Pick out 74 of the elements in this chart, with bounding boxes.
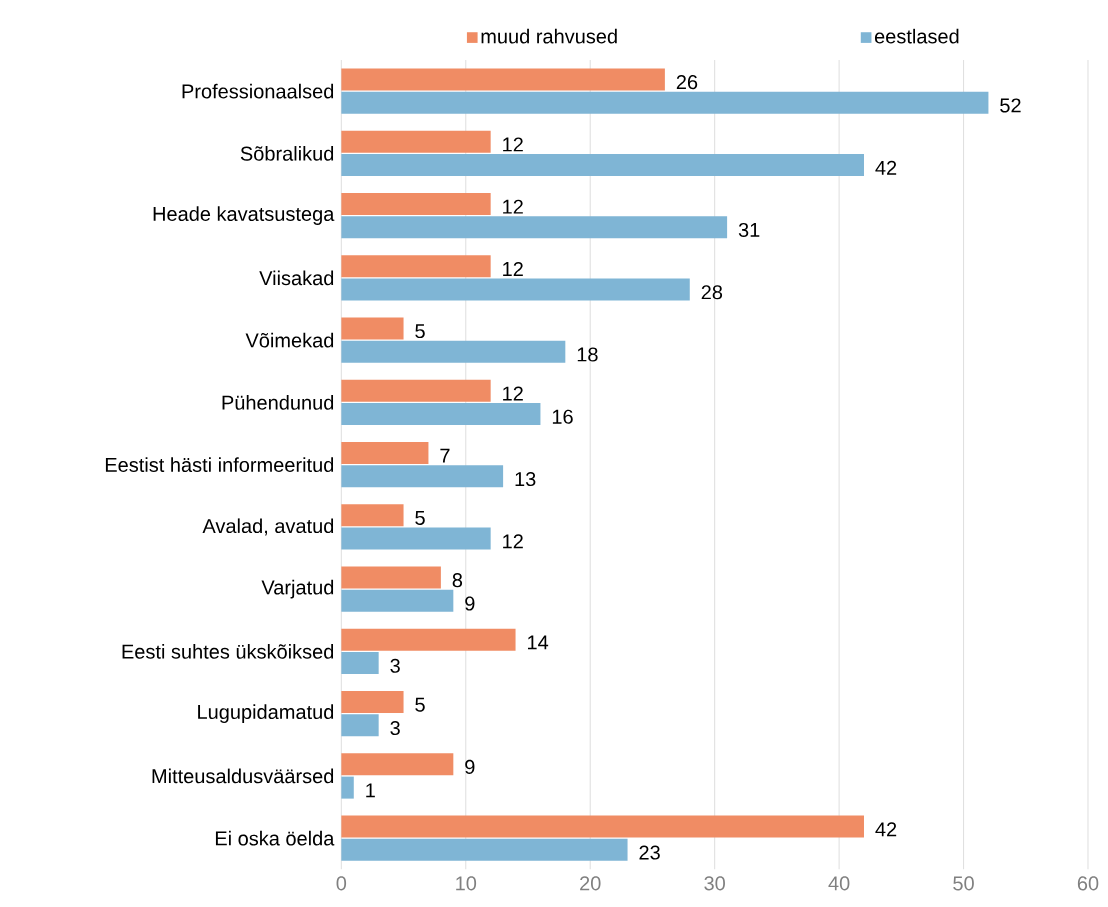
legend-label: muud rahvused: [481, 28, 617, 44]
bar: [341, 815, 864, 838]
y-tick-label: Varjatud: [261, 580, 334, 599]
bar: [341, 776, 354, 799]
y-tick-label: Ei oska öelda: [215, 831, 335, 846]
bar: [341, 442, 429, 465]
data-label: 13: [515, 472, 536, 487]
bar: [341, 193, 491, 216]
bar: [341, 465, 504, 488]
bar: [341, 527, 491, 550]
data-label: 18: [577, 347, 598, 362]
x-tick-label: 40: [828, 876, 850, 891]
bar: [341, 590, 454, 613]
data-label: 9: [465, 760, 475, 775]
data-label: 12: [503, 199, 523, 214]
y-tick-label: Viisakad: [259, 270, 334, 286]
bar: [341, 652, 379, 675]
y-tick-label: Heade kavatsustega: [153, 206, 335, 226]
data-label: 5: [415, 324, 425, 339]
data-label: 5: [415, 511, 425, 526]
data-label: 16: [552, 409, 573, 424]
data-label: 12: [503, 534, 523, 549]
y-tick-label: Eesti suhtes ükskõiksed: [122, 644, 334, 659]
data-label: 3: [390, 721, 400, 736]
data-label: 23: [639, 845, 660, 860]
x-tick-label: 30: [704, 876, 725, 891]
bar: [341, 68, 665, 91]
bar: [341, 255, 491, 278]
y-tick-label: Sõbralikud: [240, 146, 334, 161]
y-tick-label: Professionaalsed: [182, 83, 334, 99]
x-tick-label: 50: [953, 876, 974, 891]
bar: [341, 403, 541, 426]
x-tick-label: 10: [456, 876, 477, 891]
bar: [341, 317, 404, 340]
data-label: 12: [503, 262, 523, 277]
data-label: 31: [738, 223, 760, 238]
bar: [341, 91, 989, 114]
bar: [341, 504, 404, 527]
bar: [341, 714, 379, 737]
data-label: 12: [503, 137, 523, 152]
bar: [341, 130, 491, 153]
x-tick-label: 0: [336, 876, 347, 891]
legend-label: eestlased: [874, 28, 959, 44]
data-label: 12: [503, 386, 523, 401]
bar: [341, 379, 491, 402]
data-label: 8: [452, 573, 463, 588]
data-label: 1: [366, 783, 375, 798]
y-tick-label: Pühendunud: [222, 395, 334, 410]
bar: [341, 753, 454, 776]
bar: [341, 628, 516, 651]
bar: [341, 839, 628, 862]
data-label: 7: [440, 448, 450, 463]
data-label: 3: [390, 658, 400, 674]
data-label: 42: [875, 822, 897, 837]
data-label: 52: [1000, 98, 1021, 113]
bar: [341, 216, 728, 239]
x-tick-label: 20: [580, 876, 601, 891]
bar: [341, 691, 404, 714]
bar: [341, 566, 441, 589]
y-tick-label: Lugupidamatud: [198, 704, 334, 724]
bar: [341, 154, 864, 177]
data-label: 28: [701, 285, 723, 300]
x-tick-label: 60: [1077, 876, 1099, 891]
y-tick-label: Mitteusaldusväärsed: [152, 768, 334, 784]
data-label: 14: [528, 635, 549, 650]
bar: [341, 278, 690, 301]
bar: [341, 340, 566, 363]
data-label: 42: [875, 160, 897, 175]
data-label: 5: [415, 697, 425, 712]
data-label: 26: [676, 75, 698, 90]
y-tick-label: Võimekad: [245, 332, 334, 348]
y-tick-label: Eestist hästi informeeritud: [105, 457, 334, 473]
data-label: 9: [465, 596, 475, 611]
y-tick-label: Avalad, avatud: [202, 518, 334, 536]
